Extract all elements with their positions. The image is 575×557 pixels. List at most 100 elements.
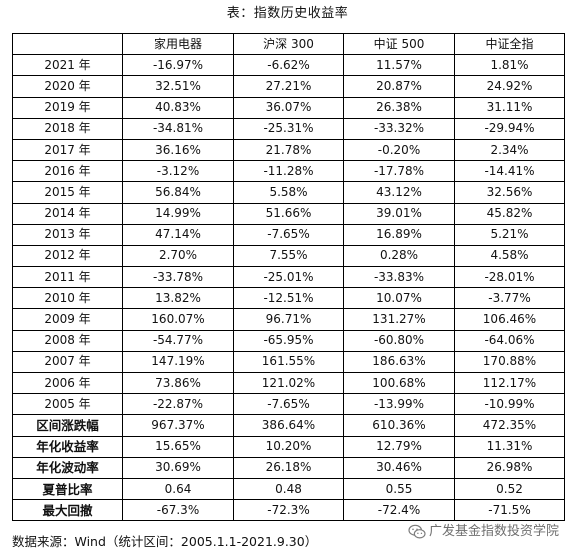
value-cell: 0.55 (343, 477, 455, 501)
value-cell: -22.87% (122, 393, 234, 416)
value-cell: 386.64% (233, 414, 344, 437)
year-row: 2014 年 14.99% 51.66% 39.01% 45.82% (12, 202, 565, 225)
row-label: 最大回撤 (12, 499, 123, 522)
value-cell: -6.62% (233, 54, 344, 77)
summary-row: 夏普比率 0.64 0.48 0.55 0.52 (12, 477, 565, 501)
value-cell: 1.81% (454, 54, 565, 77)
value-cell: -72.3% (233, 499, 344, 522)
value-cell: -12.51% (233, 287, 344, 310)
row-label: 2015 年 (12, 181, 123, 204)
value-cell: 186.63% (343, 350, 455, 374)
value-cell: 73.86% (122, 371, 234, 395)
year-row: 2008 年 -54.77% -65.95% -60.80% -64.06% (12, 329, 565, 352)
watermark-text: 广发基金指数投资学院 (429, 524, 560, 539)
value-cell: -65.95% (233, 329, 344, 352)
row-label: 2008 年 (12, 329, 123, 352)
value-cell: -67.3% (122, 499, 234, 522)
value-cell: 45.82% (454, 202, 565, 225)
row-label: 年化波动率 (12, 456, 123, 479)
value-cell: -10.99% (454, 393, 565, 416)
row-label: 2017 年 (12, 138, 123, 162)
value-cell: -64.06% (454, 329, 565, 352)
row-label: 2021 年 (12, 54, 123, 77)
year-row: 2012 年 2.70% 7.55% 0.28% 4.58% (12, 244, 565, 268)
row-label: 2020 年 (12, 75, 123, 98)
value-cell: 4.58% (454, 244, 565, 268)
value-cell: -0.20% (343, 138, 455, 162)
value-cell: 106.46% (454, 308, 565, 331)
value-cell: -28.01% (454, 266, 565, 289)
year-row: 2006 年 73.86% 121.02% 100.68% 112.17% (12, 371, 565, 395)
row-label: 2005 年 (12, 393, 123, 416)
value-cell: 100.68% (343, 371, 455, 395)
year-row: 2021 年 -16.97% -6.62% 11.57% 1.81% (12, 54, 565, 77)
value-cell: 0.48 (233, 477, 344, 501)
value-cell: 161.55% (233, 350, 344, 374)
value-cell: -7.65% (233, 393, 344, 416)
summary-row: 区间涨跌幅 967.37% 386.64% 610.36% 472.35% (12, 414, 565, 437)
value-cell: -13.99% (343, 393, 455, 416)
value-cell: 27.21% (233, 75, 344, 98)
value-cell: 0.52 (454, 477, 565, 501)
year-row: 2017 年 36.16% 21.78% -0.20% 2.34% (12, 138, 565, 162)
value-cell: 13.82% (122, 287, 234, 310)
value-cell: 2.70% (122, 244, 234, 268)
value-cell: 14.99% (122, 202, 234, 225)
value-cell: 26.38% (343, 96, 455, 119)
value-cell: 610.36% (343, 414, 455, 437)
value-cell: 121.02% (233, 371, 344, 395)
value-cell: 31.11% (454, 96, 565, 119)
summary-row: 最大回撤 -67.3% -72.3% -72.4% -71.5% (12, 499, 565, 522)
value-cell: 96.71% (233, 308, 344, 331)
value-cell: 21.78% (233, 138, 344, 162)
value-cell: 0.64 (122, 477, 234, 501)
value-cell: 7.55% (233, 244, 344, 268)
value-cell: -60.80% (343, 329, 455, 352)
row-label: 2006 年 (12, 371, 123, 395)
value-cell: 147.19% (122, 350, 234, 374)
value-cell: 24.92% (454, 75, 565, 98)
row-label: 2016 年 (12, 160, 123, 183)
value-cell: 12.79% (343, 435, 455, 458)
value-cell: 10.20% (233, 435, 344, 458)
value-cell: 10.07% (343, 287, 455, 310)
value-cell: -25.31% (233, 117, 344, 140)
value-cell: 15.65% (122, 435, 234, 458)
value-cell: 43.12% (343, 181, 455, 204)
header-row: 家用电器 沪深 300 中证 500 中证全指 (12, 32, 565, 56)
value-cell: 26.18% (233, 456, 344, 479)
value-cell: 472.35% (454, 414, 565, 437)
value-cell: -3.12% (122, 160, 234, 183)
source-note: 数据来源：Wind（统计区间：2005.1.1-2021.9.30） (12, 534, 318, 549)
value-cell: 11.57% (343, 54, 455, 77)
value-cell: 131.27% (343, 308, 455, 331)
header-cell-corner (12, 32, 123, 56)
value-cell: 0.28% (343, 244, 455, 268)
row-label: 2013 年 (12, 223, 123, 246)
value-cell: 11.31% (454, 435, 565, 458)
row-label: 2014 年 (12, 202, 123, 225)
value-cell: -14.41% (454, 160, 565, 183)
year-row: 2013 年 47.14% -7.65% 16.89% 5.21% (12, 223, 565, 246)
value-cell: 36.16% (122, 138, 234, 162)
row-label: 2018 年 (12, 117, 123, 140)
value-cell: -16.97% (122, 54, 234, 77)
header-cell-csi300: 沪深 300 (233, 32, 344, 56)
value-cell: 30.46% (343, 456, 455, 479)
value-cell: 5.58% (233, 181, 344, 204)
header-cell-csi500: 中证 500 (343, 32, 455, 56)
year-row: 2020 年 32.51% 27.21% 20.87% 24.92% (12, 75, 565, 98)
row-label: 2012 年 (12, 244, 123, 268)
value-cell: 47.14% (122, 223, 234, 246)
year-row: 2015 年 56.84% 5.58% 43.12% 32.56% (12, 181, 565, 204)
value-cell: 112.17% (454, 371, 565, 395)
row-label: 2011 年 (12, 266, 123, 289)
year-row: 2018 年 -34.81% -25.31% -33.32% -29.94% (12, 117, 565, 140)
value-cell: -3.77% (454, 287, 565, 310)
year-row: 2019 年 40.83% 36.07% 26.38% 31.11% (12, 96, 565, 119)
value-cell: 39.01% (343, 202, 455, 225)
value-cell: 32.51% (122, 75, 234, 98)
header-cell-home-appliances: 家用电器 (122, 32, 234, 56)
value-cell: 36.07% (233, 96, 344, 119)
value-cell: -54.77% (122, 329, 234, 352)
